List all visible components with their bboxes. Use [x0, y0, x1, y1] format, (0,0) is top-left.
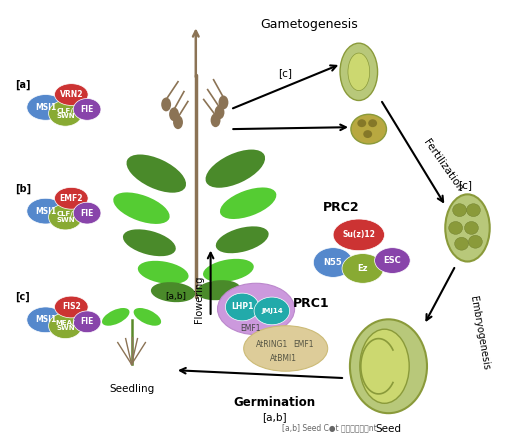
Ellipse shape [123, 229, 176, 256]
Ellipse shape [220, 187, 276, 219]
Ellipse shape [173, 115, 183, 129]
Text: [c]: [c] [278, 68, 292, 78]
Text: PRC2: PRC2 [323, 201, 359, 214]
Text: EMF1: EMF1 [293, 340, 314, 349]
Ellipse shape [351, 114, 386, 144]
Ellipse shape [196, 280, 241, 300]
Ellipse shape [169, 107, 179, 121]
Text: [a,b] Seed C●t 植物器官发生nt: [a,b] Seed C●t 植物器官发生nt [282, 423, 376, 433]
Ellipse shape [375, 248, 410, 273]
Ellipse shape [467, 204, 480, 217]
Text: Ez: Ez [358, 264, 368, 273]
Text: CLF/
SWN: CLF/ SWN [56, 108, 75, 119]
Ellipse shape [113, 192, 170, 224]
Ellipse shape [206, 150, 265, 188]
Ellipse shape [27, 198, 64, 224]
Ellipse shape [126, 154, 186, 193]
Ellipse shape [215, 106, 224, 119]
Text: [a,b]: [a,b] [263, 412, 287, 422]
Text: Fertilization: Fertilization [421, 137, 465, 193]
Ellipse shape [161, 98, 171, 111]
Ellipse shape [453, 204, 467, 217]
Ellipse shape [54, 296, 88, 318]
Ellipse shape [27, 95, 64, 120]
Ellipse shape [54, 84, 88, 106]
Ellipse shape [73, 202, 101, 224]
Ellipse shape [210, 113, 220, 127]
Text: N55: N55 [324, 258, 342, 267]
Text: CLF/
SWN: CLF/ SWN [56, 211, 75, 223]
Text: Seedling: Seedling [109, 384, 154, 394]
Ellipse shape [348, 53, 370, 91]
Ellipse shape [134, 308, 161, 326]
Text: Embryogenesis: Embryogenesis [468, 295, 491, 371]
Text: EMF1: EMF1 [240, 324, 260, 333]
Text: FIE: FIE [80, 208, 94, 218]
Ellipse shape [350, 319, 427, 413]
Text: EMF2: EMF2 [60, 194, 83, 203]
Text: MSI1: MSI1 [35, 207, 56, 216]
Ellipse shape [455, 237, 468, 250]
Ellipse shape [254, 297, 290, 325]
Text: AtRING1: AtRING1 [256, 340, 288, 349]
Ellipse shape [49, 100, 82, 126]
Ellipse shape [216, 226, 269, 253]
Text: PRC1: PRC1 [293, 297, 330, 310]
Ellipse shape [151, 282, 195, 302]
Text: FIS2: FIS2 [62, 303, 81, 311]
Ellipse shape [102, 308, 129, 326]
Text: Gametogenesis: Gametogenesis [260, 18, 358, 31]
Ellipse shape [445, 194, 490, 262]
Text: [c]: [c] [15, 292, 30, 302]
Ellipse shape [138, 261, 188, 284]
Text: ESC: ESC [384, 256, 401, 265]
Ellipse shape [49, 204, 82, 230]
Text: [c]: [c] [458, 181, 472, 191]
Ellipse shape [468, 235, 482, 248]
Text: [a]: [a] [15, 80, 30, 90]
Ellipse shape [27, 307, 64, 333]
Text: LHP1: LHP1 [231, 303, 253, 311]
Text: [a,b]: [a,b] [165, 292, 186, 301]
Ellipse shape [203, 259, 254, 282]
Text: AtBMI1: AtBMI1 [270, 354, 297, 363]
Text: FIE: FIE [80, 317, 94, 326]
Ellipse shape [73, 311, 101, 333]
Ellipse shape [73, 99, 101, 120]
Text: MSI1: MSI1 [35, 315, 56, 324]
Ellipse shape [219, 95, 229, 109]
Text: Germination: Germination [234, 396, 316, 409]
Ellipse shape [49, 313, 82, 339]
Ellipse shape [340, 43, 377, 100]
Ellipse shape [244, 326, 328, 371]
Text: VRN2: VRN2 [60, 90, 83, 99]
Text: Flowering: Flowering [194, 276, 204, 323]
Ellipse shape [449, 221, 462, 235]
Ellipse shape [358, 119, 366, 127]
Ellipse shape [368, 119, 377, 127]
Ellipse shape [226, 293, 259, 321]
Ellipse shape [333, 219, 385, 251]
Ellipse shape [363, 130, 372, 138]
Text: MEA/
SWN: MEA/ SWN [56, 320, 75, 331]
Text: FIE: FIE [80, 105, 94, 114]
Text: Seed: Seed [375, 423, 401, 433]
Ellipse shape [342, 254, 384, 283]
Ellipse shape [465, 221, 478, 235]
Text: Su(z)12: Su(z)12 [342, 230, 375, 239]
Ellipse shape [54, 187, 88, 209]
Ellipse shape [218, 283, 294, 335]
Ellipse shape [360, 329, 409, 403]
Text: [b]: [b] [15, 184, 31, 194]
Ellipse shape [313, 248, 353, 277]
Text: JMJ14: JMJ14 [261, 308, 283, 314]
Text: MSI1: MSI1 [35, 103, 56, 112]
